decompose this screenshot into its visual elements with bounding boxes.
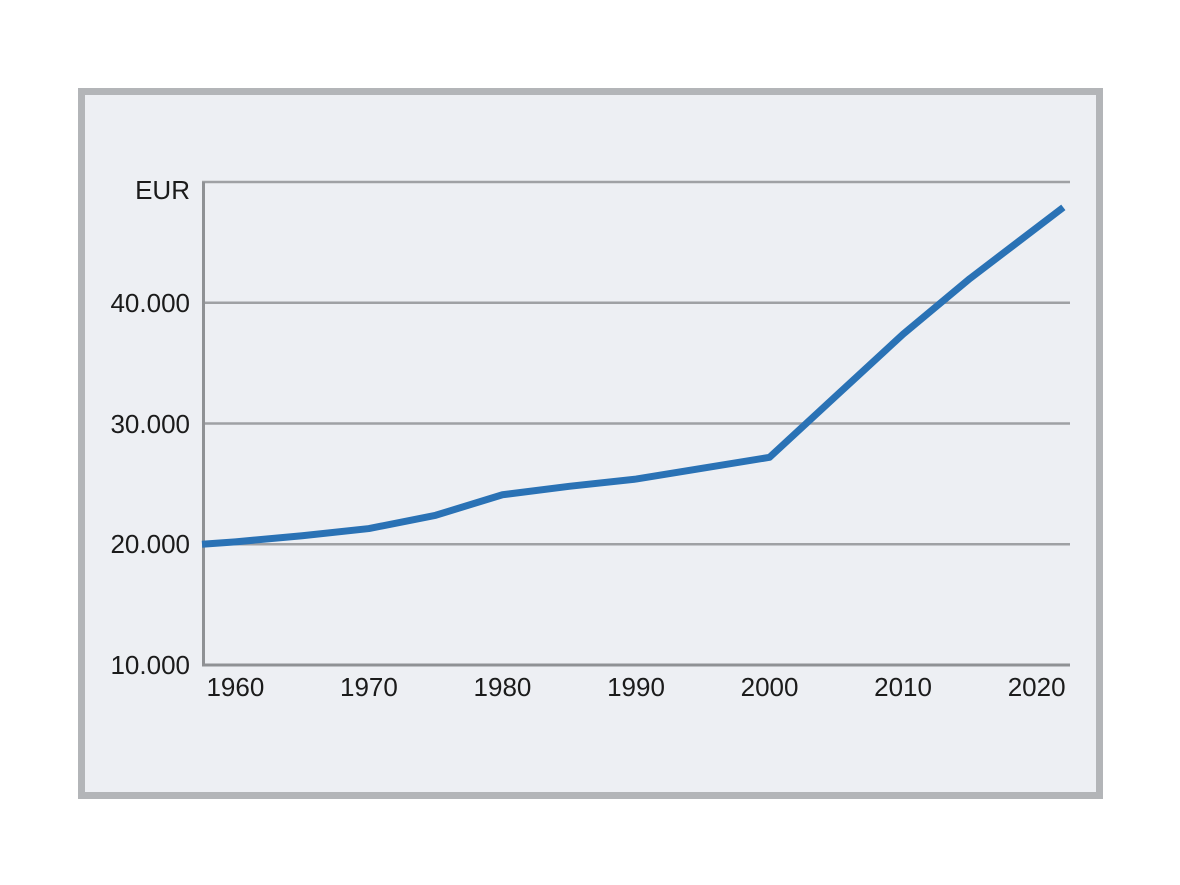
y-axis-unit-label: EUR — [135, 175, 190, 205]
x-tick-label: 1990 — [607, 672, 665, 702]
x-tick-label: 2010 — [874, 672, 932, 702]
y-tick-label: 30.000 — [110, 408, 190, 439]
y-tick-label: 40.000 — [110, 287, 190, 318]
x-tick-label: 1970 — [340, 672, 398, 702]
x-tick-label: 1960 — [206, 672, 265, 702]
x-tick-label: 2000 — [740, 672, 799, 702]
y-tick-label: 10.000 — [110, 650, 190, 680]
y-tick-label: 20.000 — [110, 529, 190, 560]
x-tick-label: 1980 — [473, 672, 532, 702]
x-tick-label: 2020 — [1007, 672, 1066, 702]
